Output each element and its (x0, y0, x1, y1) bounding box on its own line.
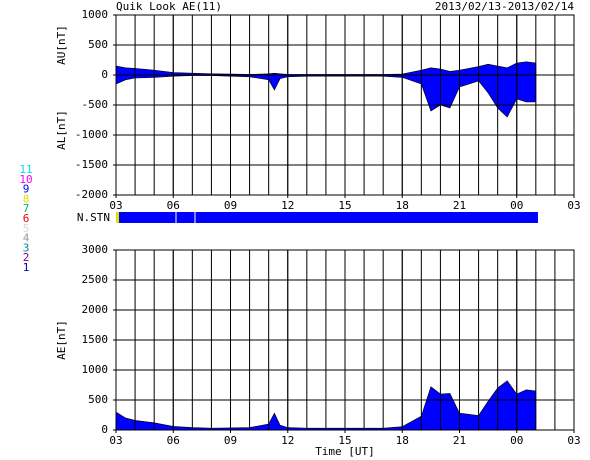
x-tick-label: 03 (567, 434, 580, 447)
x-tick-label: 15 (338, 434, 351, 447)
x-tick-label: 15 (338, 199, 351, 212)
station-legend-label: 6 (23, 212, 30, 225)
station-label: N.STN (77, 211, 110, 224)
station-legend-label: 10 (19, 173, 32, 186)
x-tick-label: 18 (396, 434, 409, 447)
station-legend-label: 1 (23, 261, 30, 274)
y-tick-label: 1000 (82, 8, 109, 21)
y-tick-label: 0 (101, 423, 108, 436)
y-tick-label: -500 (82, 98, 109, 111)
x-tick-label: 00 (510, 434, 523, 447)
station-legend-label: 11 (19, 163, 32, 176)
y-tick-label: -2000 (75, 188, 108, 201)
station-legend-label: 7 (23, 202, 30, 215)
y-tick-label: 2500 (82, 273, 109, 286)
x-tick-label: 18 (396, 199, 409, 212)
station-bar-start (116, 212, 119, 223)
x-tick-label: 21 (453, 199, 466, 212)
x-tick-label: 06 (167, 199, 180, 212)
x-axis-label: Time [UT] (315, 445, 375, 458)
date-range: 2013/02/13-2013/02/14 (435, 0, 574, 13)
x-tick-label: 09 (224, 199, 237, 212)
station-legend-label: 8 (23, 192, 30, 205)
y-tick-label: -1000 (75, 128, 108, 141)
x-tick-label: 12 (281, 199, 294, 212)
y-tick-label: 2000 (82, 303, 109, 316)
x-tick-label: 06 (167, 434, 180, 447)
area (115, 61, 537, 76)
x-tick-label: 09 (224, 434, 237, 447)
y-tick-label: 1000 (82, 363, 109, 376)
station-legend-label: 5 (23, 222, 30, 235)
x-tick-label: 00 (510, 199, 523, 212)
x-tick-label: 03 (567, 199, 580, 212)
y-tick-label: 0 (101, 68, 108, 81)
y-axis-label: AE[nT] (55, 320, 68, 360)
y-axis-label: AL[nT] (55, 110, 68, 150)
area (115, 74, 537, 118)
y-tick-label: 1500 (82, 333, 109, 346)
y-tick-label: 500 (88, 393, 108, 406)
area (115, 380, 537, 431)
x-tick-label: 12 (281, 434, 294, 447)
y-tick-label: 500 (88, 38, 108, 51)
x-tick-label: 03 (109, 199, 122, 212)
y-axis-label: AU[nT] (55, 25, 68, 65)
x-tick-label: 03 (109, 434, 122, 447)
plot-frame (115, 249, 575, 431)
chart-title: Quik Look AE(11) (116, 0, 222, 13)
station-bar (116, 212, 538, 223)
y-tick-label: -1500 (75, 158, 108, 171)
station-legend-label: 2 (23, 251, 30, 264)
station-legend-label: 3 (23, 241, 30, 254)
x-tick-label: 21 (453, 434, 466, 447)
station-legend-label: 4 (23, 232, 30, 245)
plot-frame (115, 14, 575, 196)
y-tick-label: 3000 (82, 243, 109, 256)
station-legend-label: 9 (23, 183, 30, 196)
